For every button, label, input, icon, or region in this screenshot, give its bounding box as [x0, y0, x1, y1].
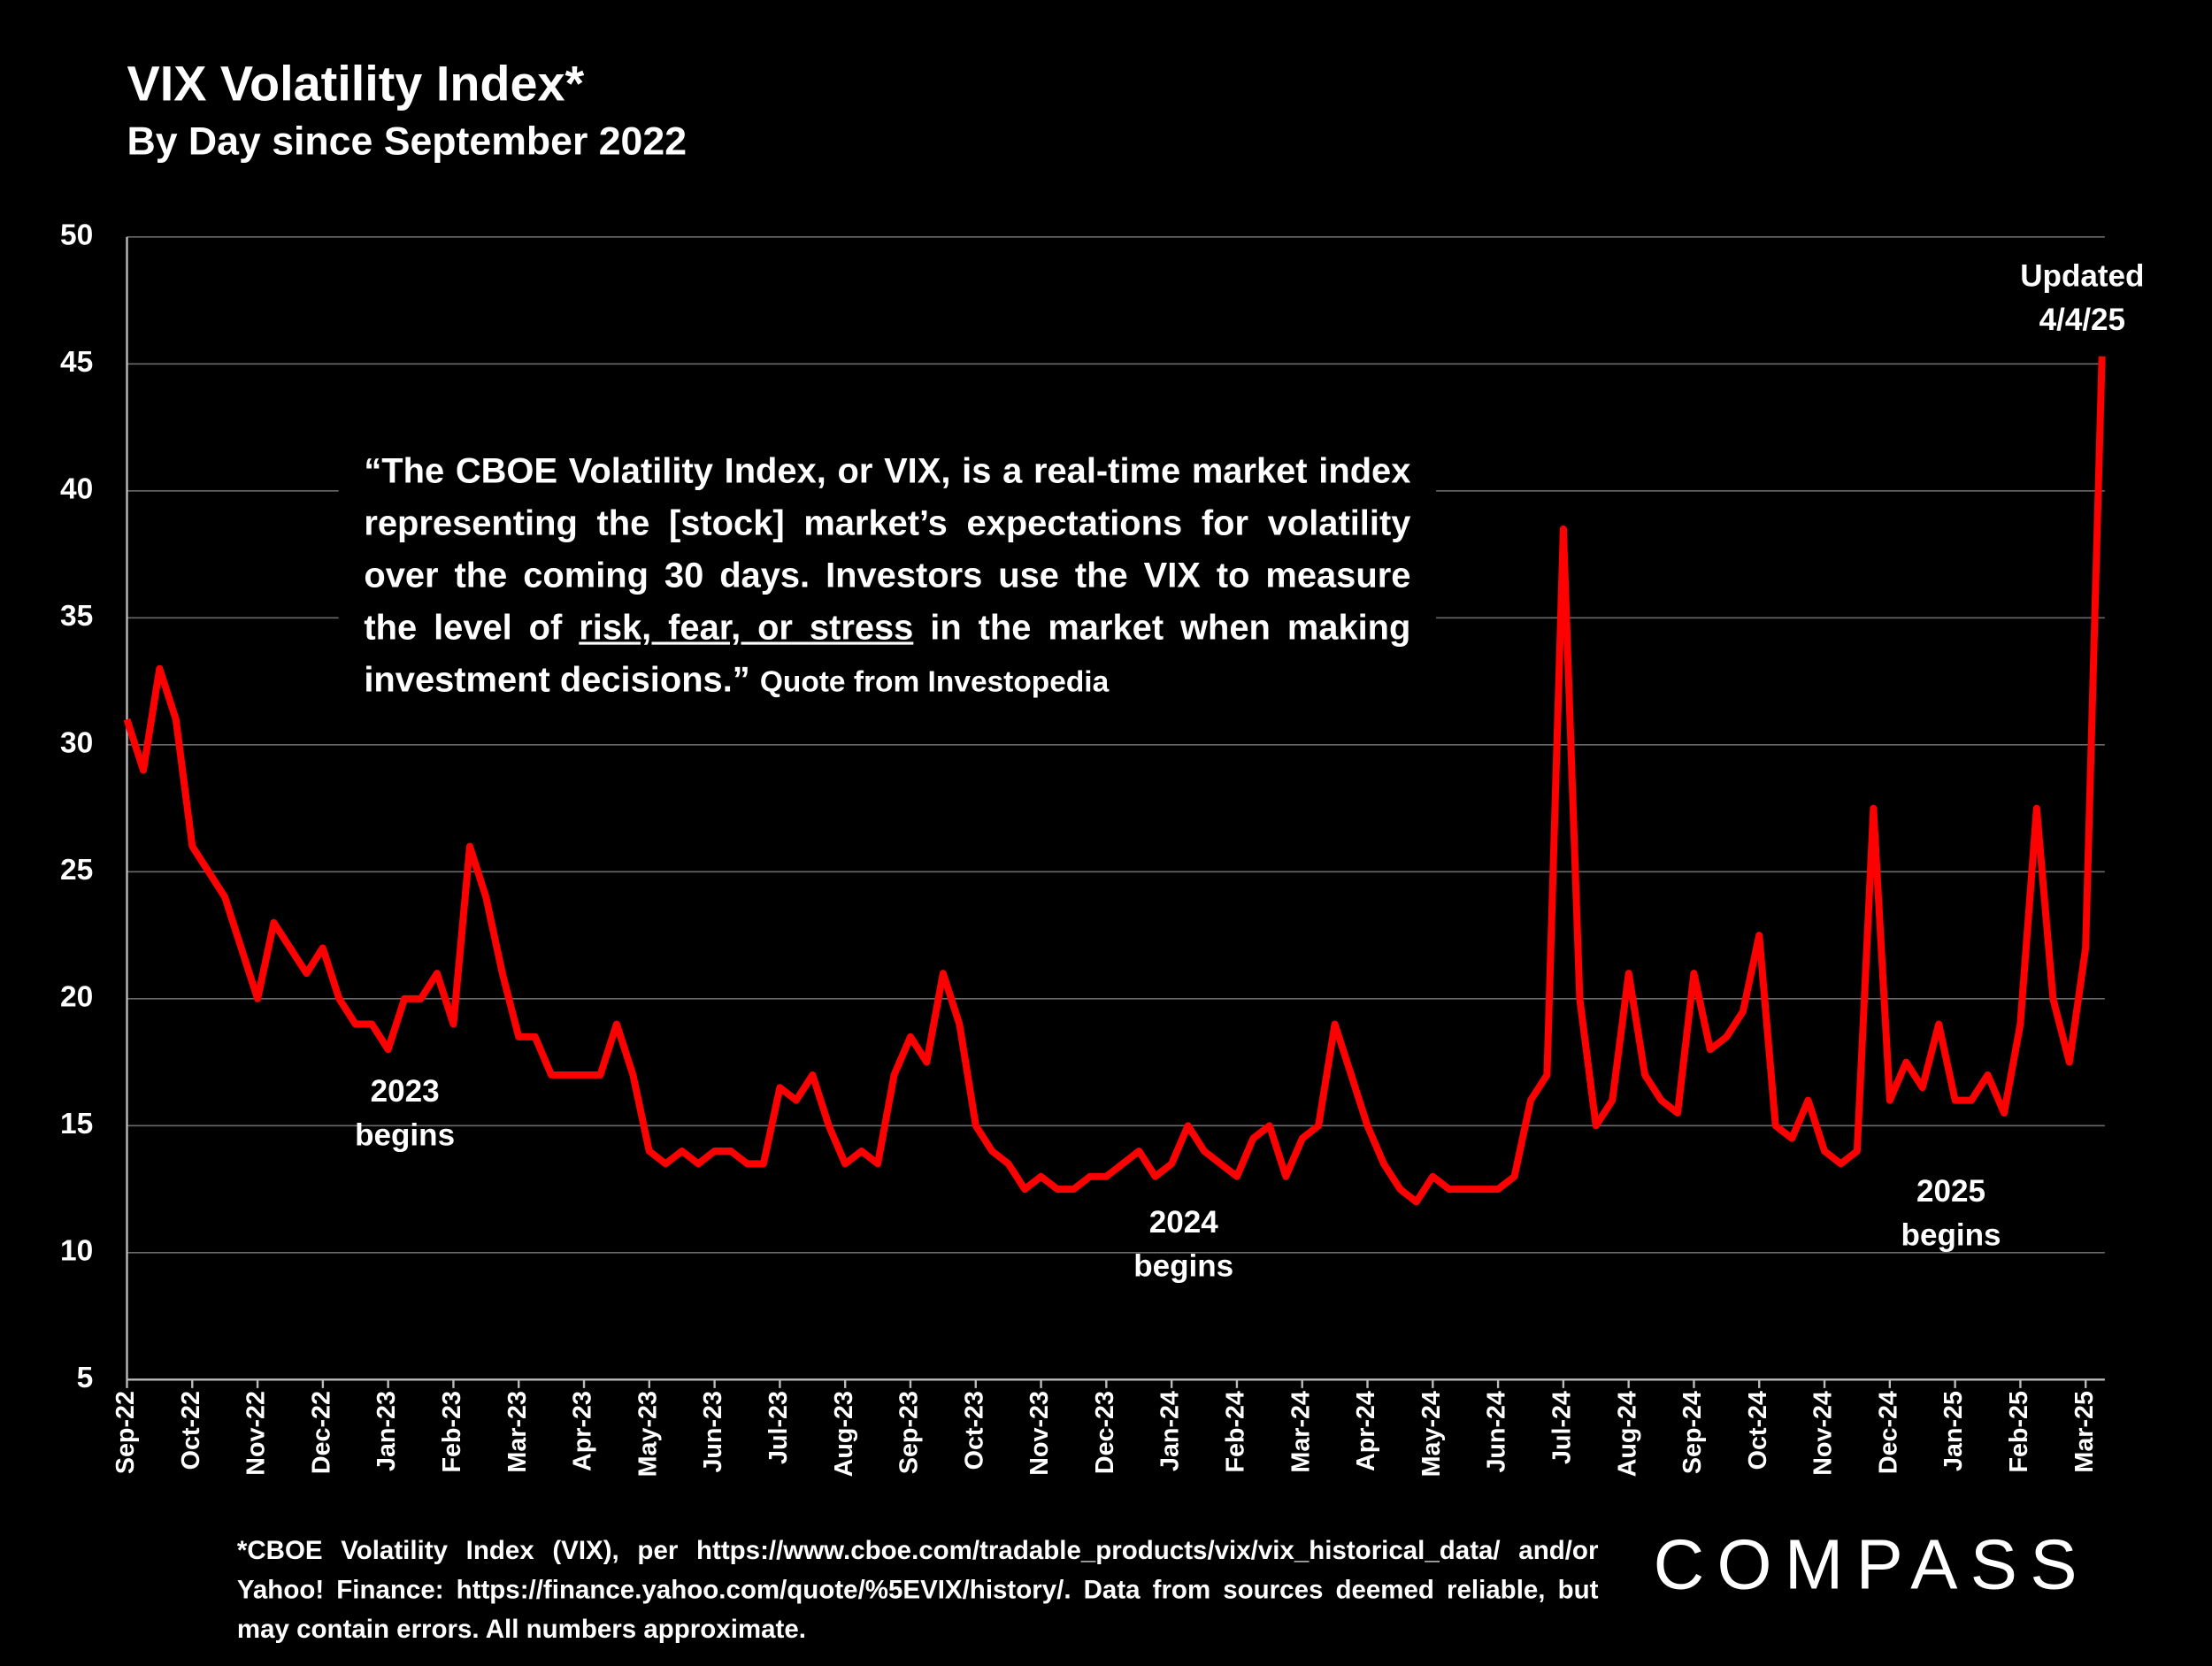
line-series: [123, 356, 2106, 1206]
annotation: 2023: [371, 1074, 440, 1109]
x-tick-label: Jul-23: [764, 1391, 793, 1464]
annotation: begins: [355, 1117, 455, 1152]
y-tick-label: 15: [60, 1108, 93, 1140]
x-tick-label: Oct-22: [177, 1391, 205, 1470]
y-tick-label: 20: [60, 981, 93, 1014]
x-tick-label: Jun-24: [1483, 1391, 1511, 1473]
x-tick-label: Apr-23: [569, 1391, 597, 1471]
x-tick-label: Oct-23: [960, 1391, 988, 1470]
x-tick-label: Dec-22: [307, 1391, 335, 1474]
quote-text: “The CBOE Volatility Index, or VIX, is a…: [364, 451, 1411, 648]
x-tick-label: Jan-23: [373, 1391, 401, 1471]
x-tick-label: Mar-23: [503, 1391, 532, 1472]
y-tick-label: 25: [60, 854, 93, 887]
x-tick-label: Sep-23: [895, 1391, 924, 1474]
x-tick-label: Jan-24: [1156, 1391, 1185, 1471]
x-tick-label: Sep-22: [111, 1391, 140, 1474]
y-tick-label: 35: [60, 600, 93, 633]
x-tick-label: Jan-25: [1939, 1391, 1968, 1471]
quote-text: in the market when making investment dec…: [364, 608, 1411, 700]
chart-subtitle: By Day since September 2022: [127, 119, 687, 163]
x-tick-label: Sep-24: [1678, 1391, 1707, 1474]
x-tick-label: May-24: [1417, 1391, 1446, 1477]
annotation: 2024: [1149, 1205, 1219, 1240]
y-tick-label: 30: [60, 727, 93, 760]
annotation: Updated: [2020, 258, 2144, 293]
x-tick-label: May-23: [634, 1391, 662, 1477]
x-tick-label: Oct-24: [1744, 1391, 1772, 1470]
x-tick-label: Nov-24: [1809, 1391, 1838, 1476]
quote-box: “The CBOE Volatility Index, or VIX, is a…: [338, 442, 1437, 720]
x-tick-label: Jul-24: [1548, 1391, 1576, 1464]
annotation: 2025: [1916, 1174, 1985, 1209]
x-tick-label: Jun-23: [699, 1391, 727, 1472]
quote-underlined: risk, fear, or stress: [579, 608, 914, 648]
x-tick-label: Dec-24: [1874, 1391, 1902, 1474]
x-tick-label: Feb-24: [1222, 1391, 1250, 1473]
x-tick-label: Aug-23: [830, 1391, 858, 1477]
x-tick-label: Aug-24: [1613, 1391, 1641, 1477]
logo: COMPASS: [1653, 1524, 2090, 1604]
y-tick-label: 50: [60, 219, 93, 252]
quote-source: Quote from Investopedia: [759, 665, 1110, 699]
y-tick-label: 10: [60, 1235, 93, 1268]
footnote: *CBOE Volatility Index (VIX), per https:…: [236, 1534, 1599, 1644]
x-tick-label: Apr-24: [1352, 1391, 1380, 1471]
annotation: begins: [1133, 1249, 1233, 1284]
y-tick-label: 5: [77, 1362, 94, 1394]
x-tick-label: Nov-22: [242, 1391, 271, 1476]
x-tick-label: Nov-23: [1025, 1391, 1054, 1476]
chart-title: VIX Volatility Index*: [127, 56, 584, 111]
annotation: begins: [1901, 1218, 2001, 1253]
y-tick-label: 45: [60, 346, 93, 379]
x-tick-label: Mar-24: [1286, 1391, 1315, 1473]
x-tick-label: Feb-23: [438, 1391, 466, 1472]
annotation: 4/4/25: [2039, 303, 2125, 337]
y-tick-label: 40: [60, 473, 93, 506]
x-tick-label: Feb-25: [2005, 1391, 2033, 1473]
x-tick-label: Dec-23: [1091, 1391, 1119, 1474]
x-tick-label: Mar-25: [2070, 1391, 2099, 1473]
